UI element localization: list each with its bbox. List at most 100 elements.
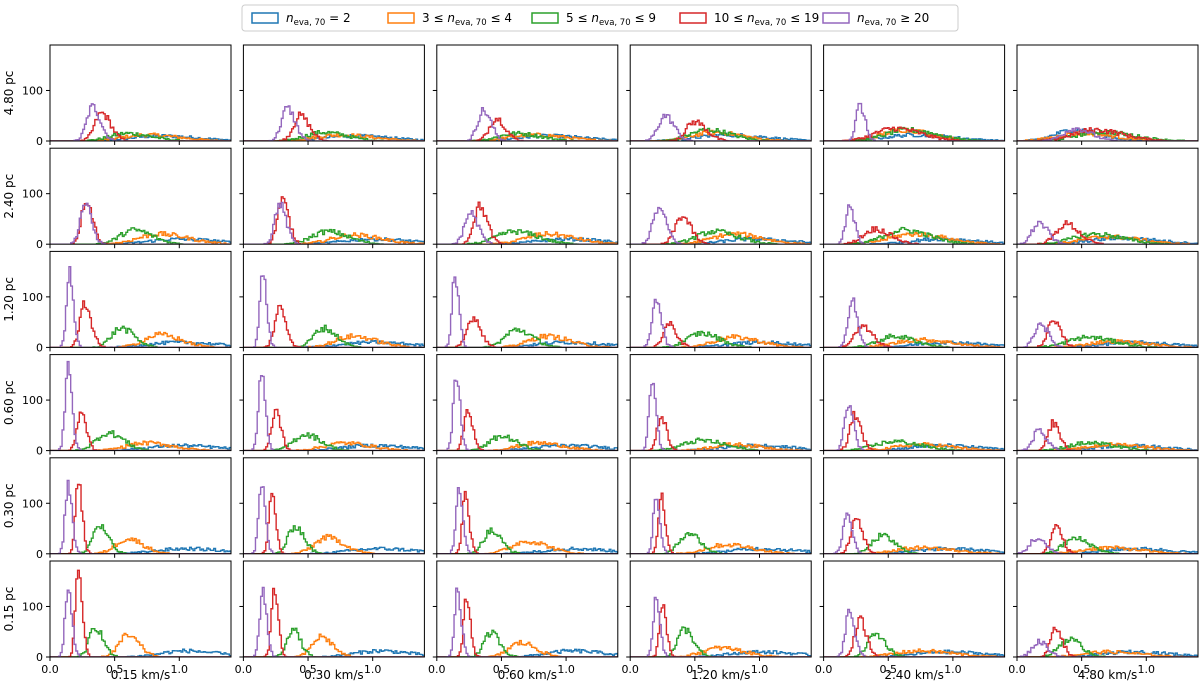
panel-frame: [1016, 560, 1199, 658]
panel-frame: [436, 560, 619, 658]
panel-series: [630, 382, 812, 451]
panel-r3-c4: [819, 354, 1006, 455]
row-label: 0.30 pc: [2, 483, 16, 528]
panel-frame: [629, 147, 812, 245]
column-label: 4.80 km/s: [1078, 668, 1137, 682]
histogram-n2: [50, 237, 231, 245]
panel-series: [50, 479, 231, 554]
y-tick-label: 0: [36, 651, 43, 664]
panel-series: [630, 596, 812, 657]
histogram-n3_4: [243, 333, 425, 348]
histogram-n10_19: [1017, 320, 1198, 348]
panel-series: [630, 206, 812, 245]
x-tick-label: 0.0: [428, 663, 446, 676]
panel-frame: [436, 354, 619, 452]
y-tick-label: 0: [36, 548, 43, 561]
panel-series: [50, 202, 231, 245]
histogram-n20: [630, 206, 812, 245]
row-label: 1.20 pc: [2, 277, 16, 322]
panel-series: [50, 360, 231, 451]
histogram-n20: [436, 379, 618, 451]
legend-swatch: [387, 12, 415, 24]
panel-r0-c2: [432, 44, 619, 145]
panel-series: [50, 569, 231, 657]
panel-series: [436, 486, 618, 554]
panel-r0-c5: [1013, 44, 1199, 145]
histogram-n20: [436, 587, 618, 657]
histogram-n20: [1017, 322, 1198, 348]
histogram-n20: [823, 204, 1005, 245]
panel-frame: [242, 457, 425, 555]
panel-series: [1017, 524, 1198, 554]
histogram-n20: [243, 201, 425, 245]
histogram-n10_19: [630, 321, 812, 348]
histogram-n2: [436, 546, 618, 554]
panel-frame: [49, 560, 232, 658]
panel-frame: [1016, 147, 1199, 245]
histogram-n10_19: [436, 117, 618, 141]
panel-frame: [1016, 44, 1199, 142]
histogram-n10_19: [823, 518, 1005, 554]
legend-label: neva, 70 = 2: [286, 11, 351, 28]
histogram-n10_19: [50, 569, 231, 657]
panel-frame: [823, 250, 1006, 348]
panel-r0-c0: 0 100: [22, 44, 232, 148]
x-tick-label: 0.0: [41, 663, 59, 676]
panel-frame: [629, 44, 812, 142]
histogram-n5_9: [243, 228, 425, 245]
row-label: 2.40 pc: [2, 174, 16, 219]
histogram-n5_9: [50, 325, 231, 348]
histogram-n20: [630, 113, 812, 141]
panel-r4-c4: [819, 457, 1006, 558]
row-label: 4.80 pc: [2, 71, 16, 116]
x-tick-label: 1.0: [751, 663, 769, 676]
panel-series: [823, 512, 1005, 554]
panel-r2-c0: 0 100: [22, 250, 232, 354]
panel-series: [1017, 626, 1198, 657]
histogram-n20: [50, 265, 231, 348]
panel-series: [436, 587, 618, 657]
histogram-n20: [243, 105, 425, 141]
histogram-n2: [630, 132, 812, 141]
panel-r4-c0: 0 100: [22, 457, 232, 561]
panel-frame: [629, 560, 812, 658]
histogram-n2: [50, 648, 231, 657]
panel-frame: [436, 250, 619, 348]
legend-label: 3 ≤ neva, 70 ≤ 4: [422, 11, 512, 28]
histogram-n20: [823, 102, 1005, 141]
panel-r5-c5: 0.0 0.5 1.0: [1008, 560, 1199, 676]
panel-series: [823, 102, 1005, 141]
histogram-n5_9: [243, 324, 425, 348]
histogram-n3_4: [436, 333, 618, 348]
panel-series: [1017, 127, 1198, 141]
legend-box: [241, 4, 959, 32]
histogram-n20: [50, 202, 231, 245]
legend-entry-n2: neva, 70 = 2: [251, 11, 351, 28]
panel-r3-c5: [1013, 354, 1199, 455]
histogram-n2: [630, 649, 812, 657]
histogram-n10_19: [436, 598, 618, 657]
y-tick-label: 100: [22, 394, 43, 407]
histogram-n20: [630, 298, 812, 348]
histogram-n5_9: [436, 327, 618, 348]
histogram-n20: [436, 106, 618, 141]
histogram-n3_4: [243, 533, 425, 554]
column-label: 1.20 km/s: [691, 668, 750, 682]
panel-r2-c4: [819, 250, 1006, 352]
histogram-n10_19: [823, 410, 1005, 451]
panel-r1-c4: [819, 147, 1006, 249]
histogram-n5_9: [823, 333, 1005, 348]
panel-frame: [242, 354, 425, 452]
panel-series: [243, 105, 425, 141]
histogram-n20: [50, 479, 231, 554]
y-tick-label: 0: [36, 238, 43, 251]
panel-r2-c1: [239, 250, 425, 352]
histogram-n5_9: [823, 632, 1005, 657]
histogram-n5_9: [1017, 536, 1198, 554]
legend-swatch: [822, 12, 850, 24]
panel-r1-c0: 0 100: [22, 147, 232, 251]
histogram-n10_19: [1017, 626, 1198, 657]
panel-frame: [436, 457, 619, 555]
histogram-n20: [436, 486, 618, 554]
panel-grid: 0 100 0 100 0 100 0 100 0 100 0 100 0.0 0.5 1.0 0.0 0.5 1…: [22, 44, 1199, 676]
